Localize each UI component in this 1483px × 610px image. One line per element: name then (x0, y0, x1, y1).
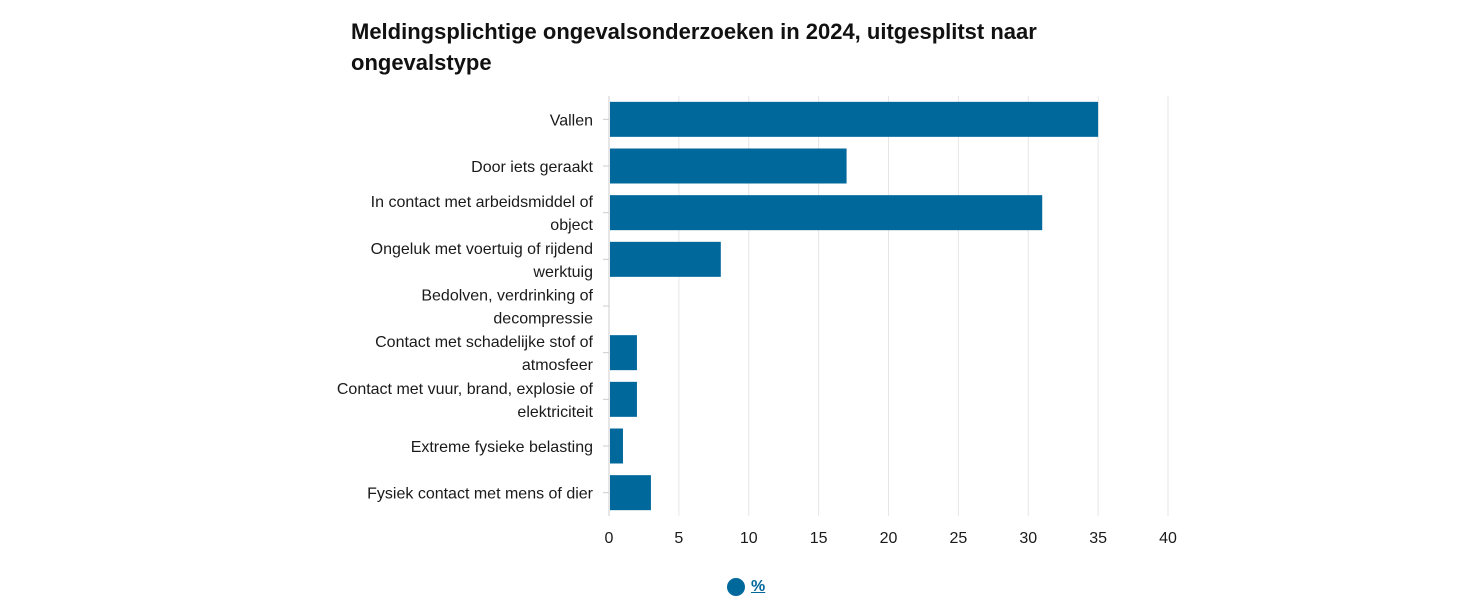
category-label-line: atmosfeer (522, 357, 594, 374)
category-label-line: Contact met schadelijke stof of (375, 334, 593, 351)
category-label-line: In contact met arbeidsmiddel of (371, 194, 594, 211)
x-tick-label: 25 (949, 530, 967, 547)
bars (610, 101, 1099, 511)
x-tick-label: 5 (674, 530, 683, 547)
legend-marker-icon (727, 578, 745, 596)
bar (610, 381, 637, 417)
category-label: Ongeluk met voertuig of rijdend werktuig (371, 241, 593, 281)
x-tick-label: 10 (740, 530, 758, 547)
bar (610, 148, 847, 184)
category-label-line: Fysiek contact met mens of dier (367, 486, 594, 503)
x-tick-label: 40 (1159, 530, 1177, 547)
bar (610, 101, 1099, 137)
category-label-line: object (550, 217, 593, 234)
category-label: In contact met arbeidsmiddel of object (371, 194, 594, 234)
category-label: Bedolven, verdrinking of decompressie (421, 288, 593, 328)
x-tick-label: 30 (1019, 530, 1037, 547)
category-label-line: Vallen (550, 112, 593, 129)
category-label-line: elektriciteit (517, 404, 593, 421)
category-label-line: Ongeluk met voertuig of rijdend (371, 241, 593, 258)
category-label-line: werktuig (532, 264, 593, 281)
category-label-line: decompressie (493, 311, 593, 328)
category-label-line: Contact met vuur, brand, explosie of (337, 381, 594, 398)
category-label: Fysiek contact met mens of dier (367, 486, 594, 503)
gridlines (678, 96, 1169, 516)
category-labels: Vallen Door iets geraakt In contact met ar… (337, 112, 594, 502)
x-tick-label: 35 (1089, 530, 1107, 547)
category-label: Contact met schadelijke stof of atmosfeer (375, 334, 594, 374)
bar (610, 241, 721, 277)
category-label: Vallen (550, 112, 593, 129)
axes (603, 96, 610, 516)
legend-item[interactable]: % (727, 578, 765, 596)
x-tick-label: 0 (605, 530, 614, 547)
bar (610, 195, 1043, 231)
bar (610, 475, 651, 511)
category-label: Contact met vuur, brand, explosie of elek… (337, 381, 594, 421)
tick-labels: 0 5 10 15 20 25 30 35 40 (605, 530, 1177, 547)
chart-title: Meldingsplichtige ongevalsonderzoeken in… (351, 19, 1037, 75)
x-tick-label: 15 (810, 530, 828, 547)
category-label: Extreme fysieke belasting (411, 439, 593, 456)
category-label-line: Extreme fysieke belasting (411, 439, 593, 456)
x-tick-label: 20 (880, 530, 898, 547)
bar (610, 335, 637, 371)
bar (610, 428, 623, 464)
legend-label[interactable]: % (751, 578, 766, 595)
category-label-line: Door iets geraakt (471, 159, 593, 176)
category-label-line: Bedolven, verdrinking of (421, 288, 593, 305)
category-label: Door iets geraakt (471, 159, 593, 176)
